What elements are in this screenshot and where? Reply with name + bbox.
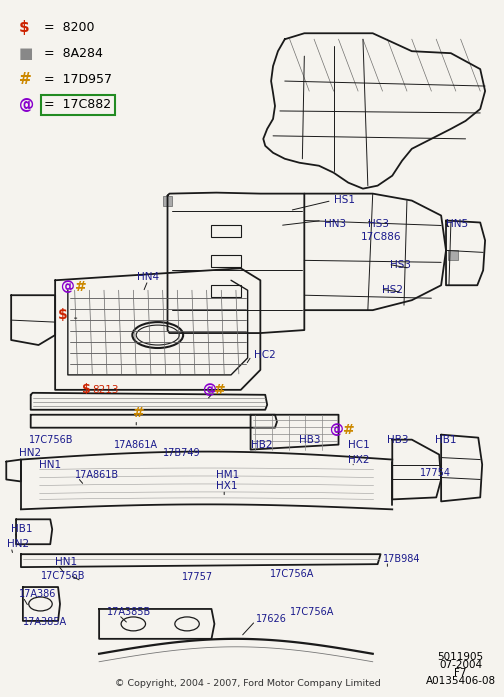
Text: HC1: HC1 (348, 440, 370, 450)
Text: @: @ (19, 98, 34, 112)
Text: HN4: HN4 (137, 273, 159, 282)
Text: =  17D957: = 17D957 (44, 72, 112, 86)
Text: F7: F7 (455, 668, 467, 677)
Text: $: $ (82, 383, 90, 397)
Text: HS3: HS3 (368, 219, 389, 229)
Text: $: $ (19, 20, 30, 35)
Text: HN1: HN1 (38, 459, 60, 470)
Text: 17B984: 17B984 (383, 554, 420, 564)
Text: 8213: 8213 (92, 385, 119, 395)
Text: 17A386: 17A386 (19, 589, 56, 599)
Text: © Copyright, 2004 - 2007, Ford Motor Company Limited: © Copyright, 2004 - 2007, Ford Motor Com… (115, 679, 381, 688)
Text: 17B749: 17B749 (163, 447, 200, 458)
Text: HB2: HB2 (250, 440, 272, 450)
Text: HN2: HN2 (19, 447, 41, 458)
Text: HS1: HS1 (334, 194, 355, 205)
Bar (212, 255, 241, 268)
Text: @: @ (329, 422, 343, 437)
Text: #: # (19, 72, 32, 86)
Text: HX2: HX2 (348, 454, 370, 465)
Text: HB1: HB1 (435, 435, 457, 445)
Text: HN3: HN3 (324, 219, 346, 229)
Text: 17C756B: 17C756B (40, 571, 85, 581)
Text: HN5: HN5 (446, 219, 468, 229)
Text: 17C886: 17C886 (361, 233, 402, 243)
Text: HS3: HS3 (390, 261, 411, 270)
Text: 17A861B: 17A861B (75, 470, 119, 480)
Text: HX1: HX1 (216, 482, 238, 491)
Text: 17C756B: 17C756B (29, 435, 73, 445)
Text: #: # (75, 280, 86, 294)
Text: ■: ■ (19, 46, 33, 61)
Text: HM1: HM1 (216, 470, 239, 480)
Bar (448, 250, 458, 261)
Text: 17A385B: 17A385B (107, 607, 151, 617)
Text: 17C756A: 17C756A (290, 607, 334, 617)
Bar (212, 285, 241, 297)
Text: HN1: HN1 (55, 557, 77, 567)
Text: HN2: HN2 (7, 539, 29, 549)
Text: 07-2004: 07-2004 (439, 660, 482, 670)
Text: 17757: 17757 (182, 572, 213, 582)
Text: 17A861A: 17A861A (114, 440, 158, 450)
Text: HB1: HB1 (11, 524, 33, 535)
Text: 17754: 17754 (420, 468, 451, 477)
Text: A0135406-08: A0135406-08 (425, 675, 496, 686)
Text: =  17C882: = 17C882 (44, 98, 111, 112)
Text: #: # (134, 406, 145, 420)
Bar (212, 226, 241, 238)
Text: #: # (214, 383, 226, 397)
Text: 17626: 17626 (256, 614, 286, 624)
Text: @: @ (202, 383, 216, 397)
Text: HB3: HB3 (388, 435, 409, 445)
Text: HB3: HB3 (299, 435, 321, 445)
Text: HC2: HC2 (254, 350, 275, 360)
Text: $: $ (58, 308, 68, 322)
Text: HS2: HS2 (383, 285, 404, 296)
Text: =  8A284: = 8A284 (44, 47, 103, 60)
Text: 5011905: 5011905 (437, 652, 484, 661)
Bar (163, 196, 172, 206)
Text: 17C756A: 17C756A (270, 569, 314, 579)
Text: =  8200: = 8200 (44, 21, 95, 33)
Text: 17A385A: 17A385A (23, 617, 67, 627)
Text: #: # (343, 422, 355, 437)
Text: @: @ (60, 280, 74, 294)
